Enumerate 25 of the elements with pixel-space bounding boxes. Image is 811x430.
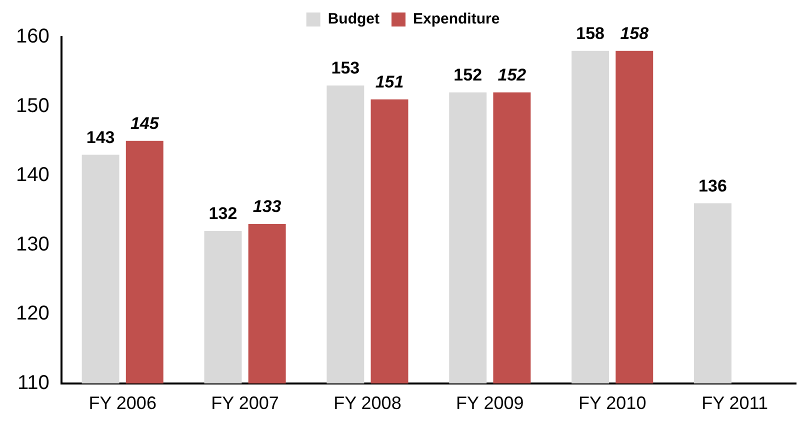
data-label: 153	[331, 58, 360, 78]
data-label: 132	[208, 204, 238, 224]
data-label: 152	[454, 66, 482, 85]
y-tick-label: 150	[16, 94, 50, 117]
x-tick-label: FY 2008	[334, 393, 402, 414]
data-label: 143	[86, 128, 115, 147]
y-tick-label: 160	[16, 26, 50, 48]
data-label: 158	[620, 24, 650, 44]
x-tick-label: FY 2007	[211, 393, 279, 414]
data-label: 133	[252, 197, 282, 216]
x-tick-label: FY 2006	[88, 393, 156, 414]
x-tick-label: FY 2010	[578, 393, 646, 414]
x-tick-label: FY 2011	[702, 393, 768, 414]
data-label: 136	[698, 176, 727, 196]
y-tick-label: 140	[16, 164, 50, 186]
y-tick-label: 110	[17, 372, 50, 394]
data-label: 152	[498, 66, 527, 85]
data-label: 151	[375, 72, 404, 92]
x-tick-label: FY 2009	[456, 393, 524, 414]
y-tick-label: 130	[16, 233, 50, 256]
data-label: 145	[130, 114, 160, 134]
legend-label: Expenditure	[412, 10, 500, 28]
data-label: 158	[576, 24, 604, 44]
y-tick-label: 120	[16, 302, 50, 325]
legend-label: Budget	[328, 10, 380, 28]
